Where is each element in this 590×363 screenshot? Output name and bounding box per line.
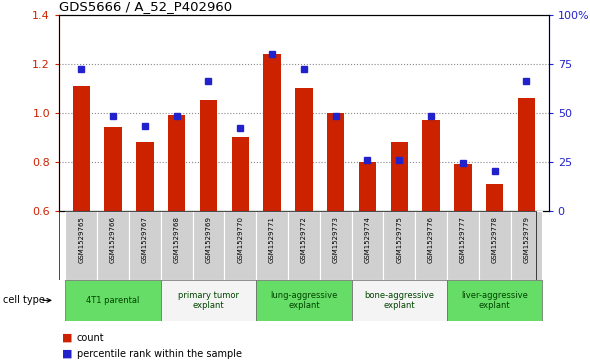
Text: GSM1529772: GSM1529772 <box>301 216 307 263</box>
Bar <box>65 280 160 321</box>
Bar <box>384 211 415 280</box>
Text: GDS5666 / A_52_P402960: GDS5666 / A_52_P402960 <box>59 0 232 13</box>
Bar <box>104 127 122 211</box>
Bar <box>517 98 535 211</box>
Bar <box>454 164 471 211</box>
Text: GSM1529774: GSM1529774 <box>365 216 371 263</box>
Text: GSM1529765: GSM1529765 <box>78 216 84 263</box>
Bar <box>415 211 447 280</box>
Bar <box>97 211 129 280</box>
Bar <box>73 86 90 211</box>
Text: GSM1529767: GSM1529767 <box>142 216 148 263</box>
Bar <box>391 142 408 211</box>
Bar <box>256 211 288 280</box>
Bar <box>295 88 313 211</box>
Text: cell type: cell type <box>3 295 45 305</box>
Bar <box>422 120 440 211</box>
Bar <box>192 211 224 280</box>
Bar <box>136 142 153 211</box>
Text: GSM1529777: GSM1529777 <box>460 216 466 263</box>
Bar <box>263 54 281 211</box>
Bar <box>65 211 97 280</box>
Text: GSM1529773: GSM1529773 <box>333 216 339 263</box>
Bar <box>224 211 256 280</box>
Bar <box>288 211 320 280</box>
Text: count: count <box>77 333 104 343</box>
Text: GSM1529776: GSM1529776 <box>428 216 434 263</box>
Bar <box>510 211 542 280</box>
Text: lung-aggressive
explant: lung-aggressive explant <box>270 291 337 310</box>
Text: GSM1529778: GSM1529778 <box>491 216 497 263</box>
Bar <box>231 137 249 211</box>
Text: ■: ■ <box>62 349 73 359</box>
Text: GSM1529769: GSM1529769 <box>205 216 211 263</box>
Text: GSM1529779: GSM1529779 <box>523 216 529 263</box>
Bar <box>129 211 160 280</box>
Text: percentile rank within the sample: percentile rank within the sample <box>77 349 242 359</box>
Text: GSM1529768: GSM1529768 <box>173 216 180 263</box>
Text: ■: ■ <box>62 333 73 343</box>
Bar <box>256 280 352 321</box>
Bar <box>327 113 345 211</box>
Bar <box>478 211 510 280</box>
Bar <box>359 162 376 211</box>
Text: liver-aggressive
explant: liver-aggressive explant <box>461 291 528 310</box>
Bar <box>352 211 384 280</box>
Bar <box>160 280 256 321</box>
Bar <box>486 184 503 211</box>
Bar <box>447 280 542 321</box>
Text: bone-aggressive
explant: bone-aggressive explant <box>364 291 434 310</box>
Text: 4T1 parental: 4T1 parental <box>86 296 140 305</box>
Bar <box>320 211 352 280</box>
Text: GSM1529766: GSM1529766 <box>110 216 116 263</box>
FancyArrowPatch shape <box>43 298 51 302</box>
Text: GSM1529771: GSM1529771 <box>269 216 275 263</box>
Text: primary tumor
explant: primary tumor explant <box>178 291 239 310</box>
Bar <box>199 100 217 211</box>
Bar <box>352 280 447 321</box>
Bar <box>160 211 192 280</box>
Bar <box>168 115 185 211</box>
Text: GSM1529775: GSM1529775 <box>396 216 402 263</box>
Bar <box>447 211 478 280</box>
Text: GSM1529770: GSM1529770 <box>237 216 243 263</box>
